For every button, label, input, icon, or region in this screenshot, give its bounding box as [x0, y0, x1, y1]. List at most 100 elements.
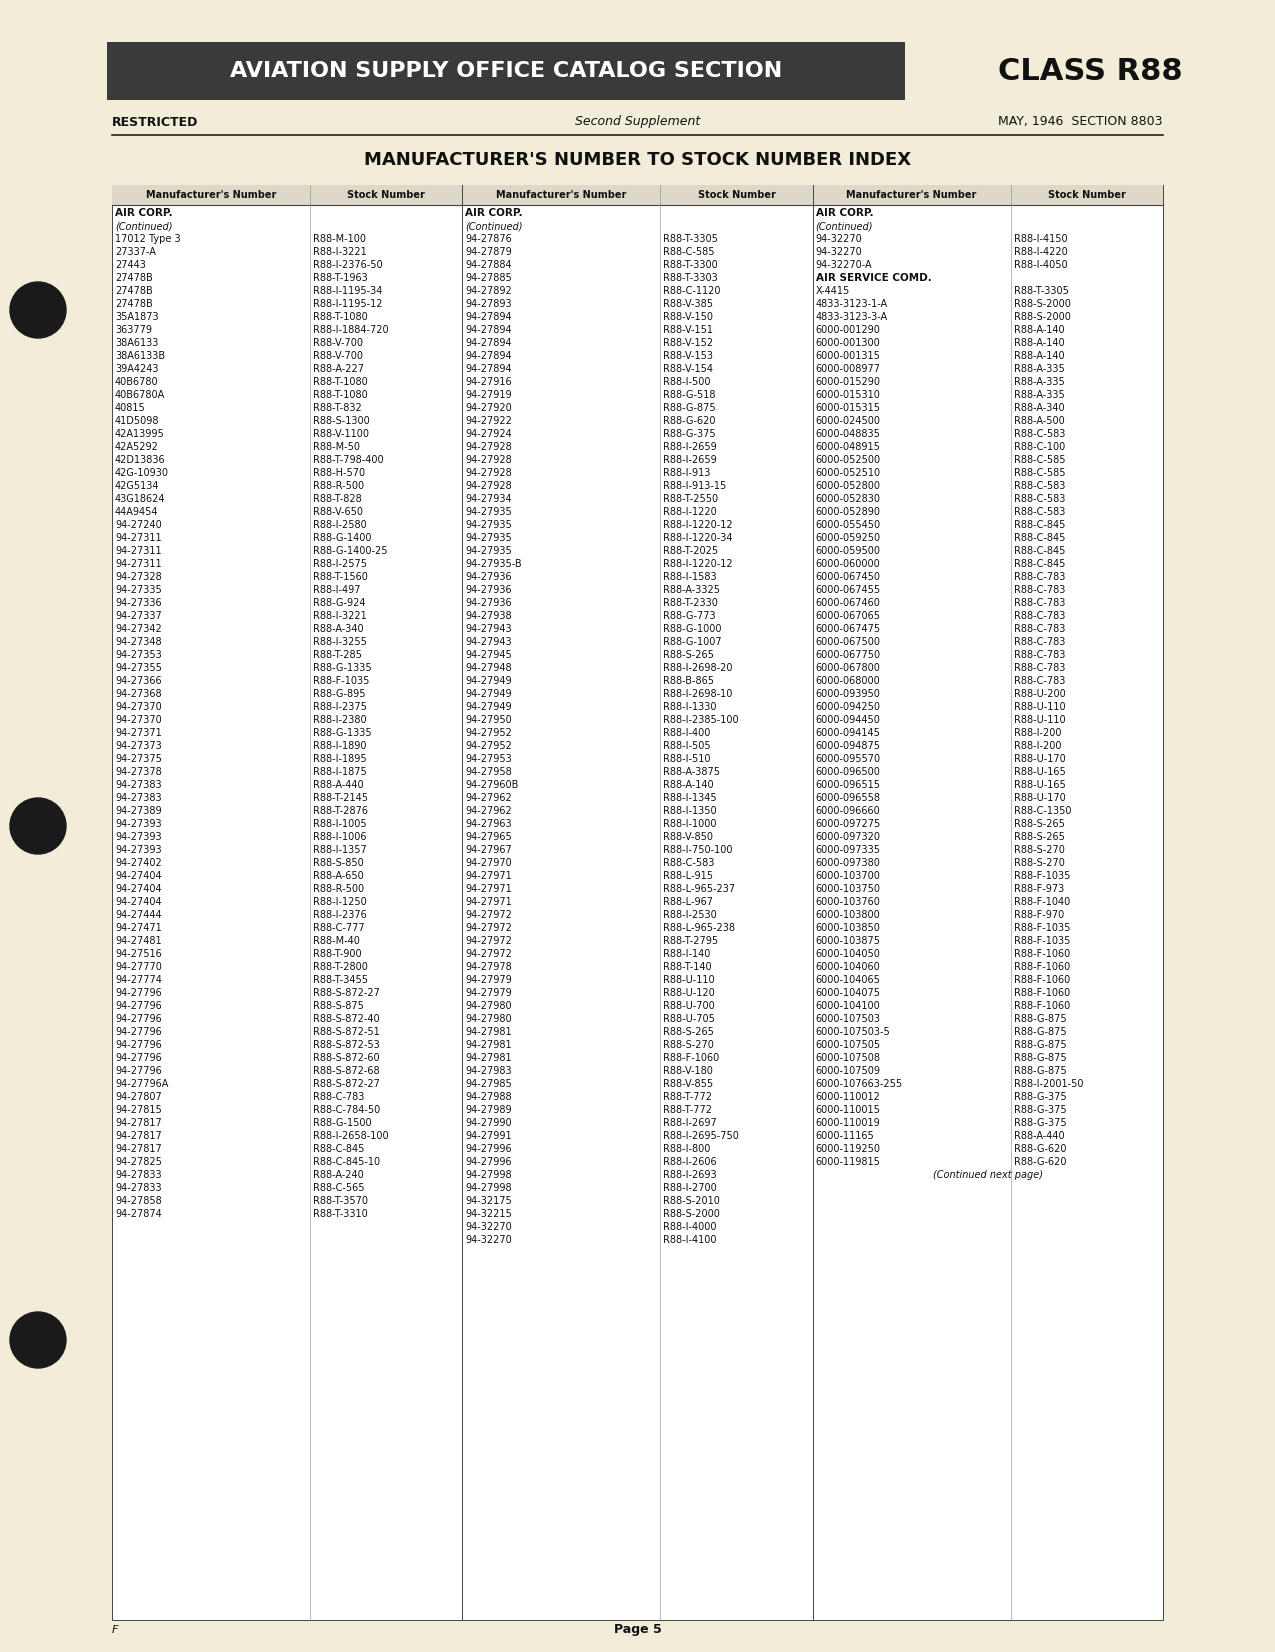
Text: R88-I-497: R88-I-497	[312, 585, 361, 595]
Text: 94-27972: 94-27972	[465, 923, 513, 933]
Text: 6000-067455: 6000-067455	[816, 585, 881, 595]
Text: R88-F-1060: R88-F-1060	[1014, 988, 1070, 998]
Text: R88-T-1560: R88-T-1560	[312, 572, 367, 582]
Text: 6000-052890: 6000-052890	[816, 507, 881, 517]
Text: 6000-052510: 6000-052510	[816, 468, 881, 477]
Text: 6000-067475: 6000-067475	[816, 624, 881, 634]
Text: R88-C-783: R88-C-783	[1014, 651, 1065, 661]
Text: 6000-107509: 6000-107509	[816, 1066, 881, 1075]
Text: 6000-104100: 6000-104100	[816, 1001, 881, 1011]
Text: 40B6780: 40B6780	[115, 377, 158, 387]
Text: R88-A-440: R88-A-440	[312, 780, 363, 790]
Text: R88-S-265: R88-S-265	[1014, 833, 1065, 843]
Text: 94-27894: 94-27894	[465, 363, 513, 373]
Text: 6000-052500: 6000-052500	[816, 456, 881, 466]
Bar	[107, 41, 905, 101]
Text: R88-I-140: R88-I-140	[663, 950, 710, 960]
Text: R88-G-375: R88-G-375	[1014, 1092, 1066, 1102]
Text: R88-C-783: R88-C-783	[1014, 676, 1065, 686]
Text: R88-T-3570: R88-T-3570	[312, 1196, 368, 1206]
Text: 6000-097275: 6000-097275	[816, 819, 881, 829]
Text: 6000-001300: 6000-001300	[816, 339, 881, 349]
Text: 94-32270-A: 94-32270-A	[816, 259, 872, 271]
Text: R88-C-583: R88-C-583	[1014, 507, 1065, 517]
Text: R88-C-783: R88-C-783	[1014, 585, 1065, 595]
Text: 94-27938: 94-27938	[465, 611, 513, 621]
Text: R88-U-170: R88-U-170	[1014, 793, 1066, 803]
Text: 6000-008977: 6000-008977	[816, 363, 881, 373]
Text: R88-F-973: R88-F-973	[1014, 884, 1063, 894]
Text: 6000-059250: 6000-059250	[816, 534, 881, 544]
Text: 94-27970: 94-27970	[465, 857, 513, 869]
Text: AVIATION SUPPLY OFFICE CATALOG SECTION: AVIATION SUPPLY OFFICE CATALOG SECTION	[230, 61, 782, 81]
Text: R88-T-1080: R88-T-1080	[312, 312, 367, 322]
Text: R88-C-845-10: R88-C-845-10	[312, 1156, 380, 1168]
Text: 94-32270: 94-32270	[816, 248, 862, 258]
Text: 6000-067750: 6000-067750	[816, 651, 881, 661]
Text: 94-27952: 94-27952	[465, 729, 513, 738]
Text: R88-I-2697: R88-I-2697	[663, 1118, 717, 1128]
Text: R88-I-2385-100: R88-I-2385-100	[663, 715, 739, 725]
Text: 94-27935: 94-27935	[465, 520, 513, 530]
Text: 38A6133: 38A6133	[115, 339, 158, 349]
Text: 94-27833: 94-27833	[115, 1183, 162, 1193]
Text: 6000-103850: 6000-103850	[816, 923, 881, 933]
Text: R88-C-583: R88-C-583	[663, 857, 715, 869]
Text: 6000-015310: 6000-015310	[816, 390, 881, 400]
Text: 94-27972: 94-27972	[465, 937, 513, 947]
Text: R88-I-2606: R88-I-2606	[663, 1156, 717, 1168]
Text: 6000-060000: 6000-060000	[816, 558, 881, 570]
Text: 94-27311: 94-27311	[115, 534, 162, 544]
Text: R88-U-165: R88-U-165	[1014, 780, 1066, 790]
Text: R88-S-270: R88-S-270	[1014, 846, 1065, 856]
Text: 94-27952: 94-27952	[465, 742, 513, 752]
Text: R88-C-585: R88-C-585	[1014, 468, 1065, 477]
Text: 94-27393: 94-27393	[115, 846, 162, 856]
Text: MAY, 1946  SECTION 8803: MAY, 1946 SECTION 8803	[998, 116, 1163, 129]
Text: R88-C-585: R88-C-585	[663, 248, 715, 258]
Text: Page 5: Page 5	[613, 1624, 662, 1637]
Text: 6000-067500: 6000-067500	[816, 638, 881, 648]
Text: R88-T-2145: R88-T-2145	[312, 793, 368, 803]
Text: R88-G-375: R88-G-375	[1014, 1118, 1066, 1128]
Text: 94-27996: 94-27996	[465, 1145, 513, 1155]
Text: 94-27375: 94-27375	[115, 755, 162, 765]
Text: 94-27922: 94-27922	[465, 416, 513, 426]
Text: 94-27371: 94-27371	[115, 729, 162, 738]
Text: 94-27368: 94-27368	[115, 689, 162, 699]
Text: R88-I-1330: R88-I-1330	[663, 702, 717, 712]
Text: R88-C-845: R88-C-845	[312, 1145, 365, 1155]
Text: 6000-059500: 6000-059500	[816, 547, 881, 557]
Text: R88-T-3305: R88-T-3305	[1014, 286, 1068, 296]
Text: R88-I-1350: R88-I-1350	[663, 806, 717, 816]
Text: 27478B: 27478B	[115, 273, 153, 282]
Text: 94-27998: 94-27998	[465, 1170, 513, 1180]
Text: 94-27770: 94-27770	[115, 961, 162, 971]
Text: R88-C-583: R88-C-583	[1014, 430, 1065, 439]
Text: 94-27311: 94-27311	[115, 558, 162, 570]
Text: 94-27920: 94-27920	[465, 403, 513, 413]
Text: 94-27481: 94-27481	[115, 937, 162, 947]
Text: R88-I-1884-720: R88-I-1884-720	[312, 325, 389, 335]
Text: 94-27928: 94-27928	[465, 481, 513, 491]
Text: R88-V-850: R88-V-850	[663, 833, 713, 843]
Text: 94-27949: 94-27949	[465, 702, 513, 712]
Text: 94-27971: 94-27971	[465, 871, 513, 881]
Text: R88-I-2659: R88-I-2659	[663, 456, 717, 466]
Text: 6000-067450: 6000-067450	[816, 572, 881, 582]
Text: R88-C-1120: R88-C-1120	[663, 286, 720, 296]
Text: 6000-024500: 6000-024500	[816, 416, 881, 426]
Text: 94-27774: 94-27774	[115, 975, 162, 985]
Text: MANUFACTURER'S NUMBER TO STOCK NUMBER INDEX: MANUFACTURER'S NUMBER TO STOCK NUMBER IN…	[363, 150, 912, 169]
Text: R88-I-2380: R88-I-2380	[312, 715, 367, 725]
Text: 94-27894: 94-27894	[465, 325, 513, 335]
Text: 27478B: 27478B	[115, 286, 153, 296]
Text: R88-I-1195-12: R88-I-1195-12	[312, 299, 382, 309]
Text: 94-27370: 94-27370	[115, 702, 162, 712]
Text: R88-V-700: R88-V-700	[312, 352, 363, 362]
Text: R88-T-772: R88-T-772	[663, 1092, 713, 1102]
Text: 94-32270: 94-32270	[465, 1222, 513, 1232]
Text: 94-27950: 94-27950	[465, 715, 513, 725]
Text: R88-A-3875: R88-A-3875	[663, 767, 720, 776]
Text: R88-G-895: R88-G-895	[312, 689, 366, 699]
